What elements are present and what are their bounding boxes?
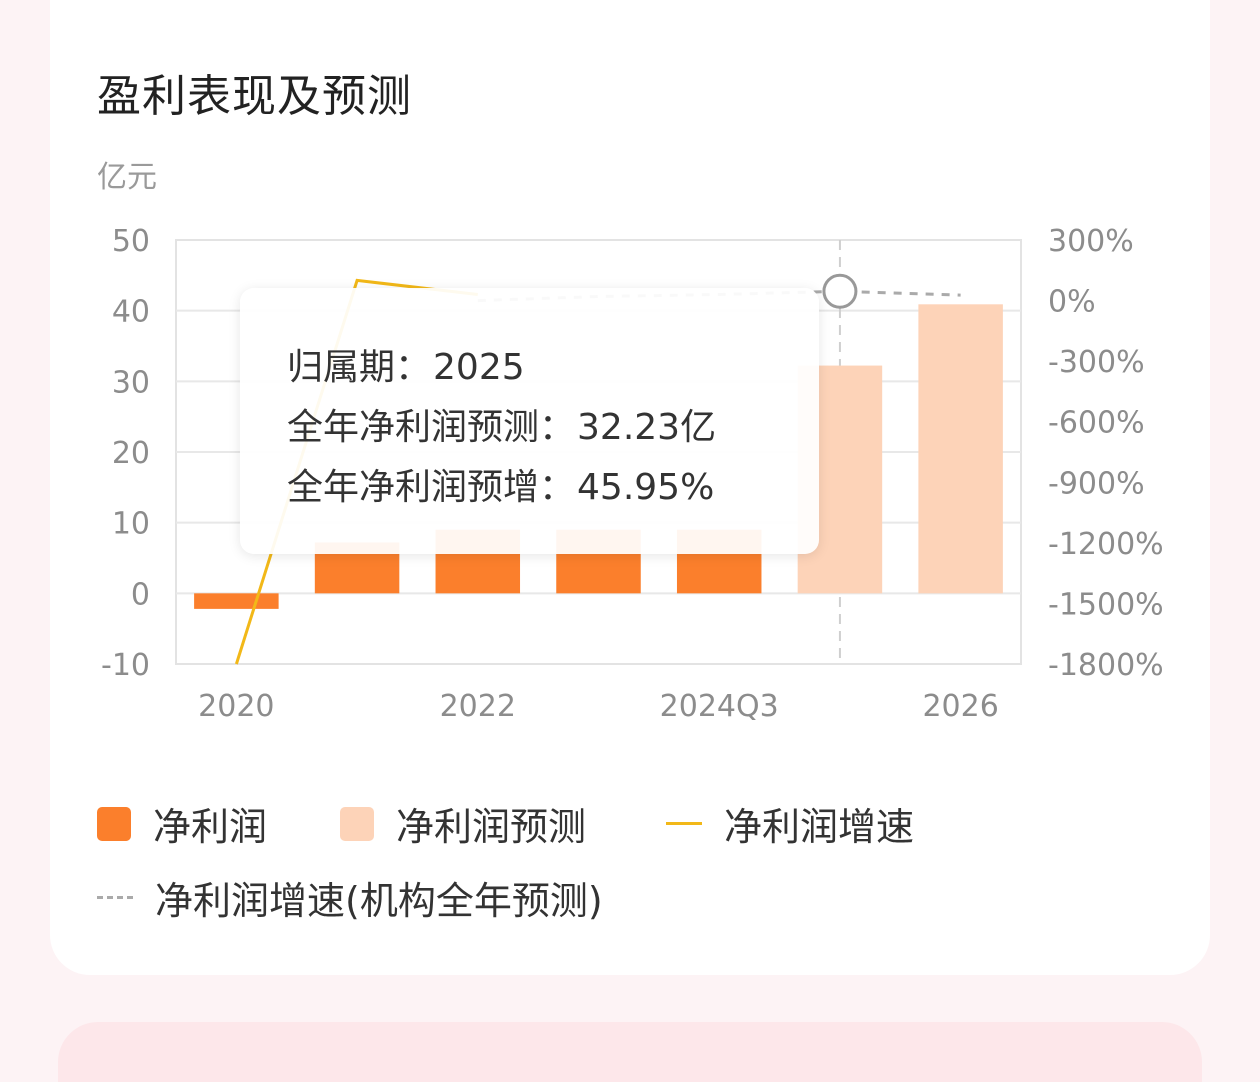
y-axis-unit: 亿元 — [97, 160, 157, 195]
legend-growth-rate[interactable]: 净利润增速 — [666, 796, 914, 851]
tooltip-growth-label: 全年净利润预增： — [287, 467, 576, 508]
tooltip-period: 归属期：2025 — [287, 338, 525, 390]
y-right-tick-label: 0% — [1048, 285, 1096, 320]
x-tick-label: 2020 — [198, 689, 274, 724]
y-right-tick-label: -1500% — [1048, 587, 1164, 622]
next-card-edge — [58, 1022, 1202, 1082]
y-left-tick-label: 50 — [112, 224, 150, 259]
legend-net-profit[interactable]: 净利润 — [97, 796, 267, 851]
legend-growth-forecast-line — [97, 896, 133, 899]
legend-growth-rate-label: 净利润增速 — [724, 805, 915, 849]
x-tick-label: 2024Q3 — [660, 689, 779, 724]
legend-net-profit-swatch — [97, 806, 131, 841]
legend-growth-rate-line — [666, 822, 702, 825]
y-left-tick-label: -10 — [101, 648, 150, 683]
y-left-tick-label: 10 — [112, 507, 150, 542]
tooltip-growth-value: 45.95% — [577, 467, 715, 508]
y-right-tick-label: -900% — [1048, 466, 1145, 501]
y-right-tick-label: -600% — [1048, 406, 1145, 441]
growth-forecast-point-highlight — [822, 273, 858, 309]
y-left-tick-label: 20 — [112, 436, 150, 471]
tooltip-period-label: 归属期： — [287, 347, 432, 388]
y-right-tick-label: -1200% — [1048, 527, 1164, 562]
tooltip-forecast-value: 32.23亿 — [577, 407, 717, 448]
y-left-tick-label: 30 — [112, 365, 150, 400]
legend-net-profit-label: 净利润 — [153, 805, 268, 849]
y-right-tick-label: -1800% — [1048, 648, 1164, 683]
bar-net-profit — [194, 593, 279, 609]
bar-forecast — [918, 304, 1003, 594]
chart-tooltip: 归属期：2025 全年净利润预测：32.23亿 全年净利润预增：45.95% — [240, 288, 819, 554]
card-title: 盈利表现及预测 — [97, 71, 412, 122]
y-right-tick-label: 300% — [1048, 224, 1134, 259]
y-right-tick-label: -300% — [1048, 345, 1145, 380]
x-tick-label: 2022 — [440, 689, 516, 724]
legend-net-profit-forecast-label: 净利润预测 — [396, 805, 587, 849]
y-left-tick-label: 40 — [112, 295, 150, 330]
legend-net-profit-forecast[interactable]: 净利润预测 — [340, 796, 586, 851]
tooltip-forecast-label: 全年净利润预测： — [287, 407, 576, 448]
tooltip-forecast: 全年净利润预测：32.23亿 — [287, 398, 716, 450]
legend-growth-forecast[interactable]: 净利润增速(机构全年预测) — [97, 870, 603, 925]
legend-net-profit-forecast-swatch — [340, 806, 374, 841]
x-tick-label: 2026 — [922, 689, 998, 724]
y-left-tick-label: 0 — [131, 577, 150, 612]
legend-growth-forecast-label: 净利润增速(机构全年预测) — [155, 879, 603, 923]
tooltip-growth: 全年净利润预增：45.95% — [287, 458, 714, 510]
tooltip-period-value: 2025 — [433, 347, 525, 388]
